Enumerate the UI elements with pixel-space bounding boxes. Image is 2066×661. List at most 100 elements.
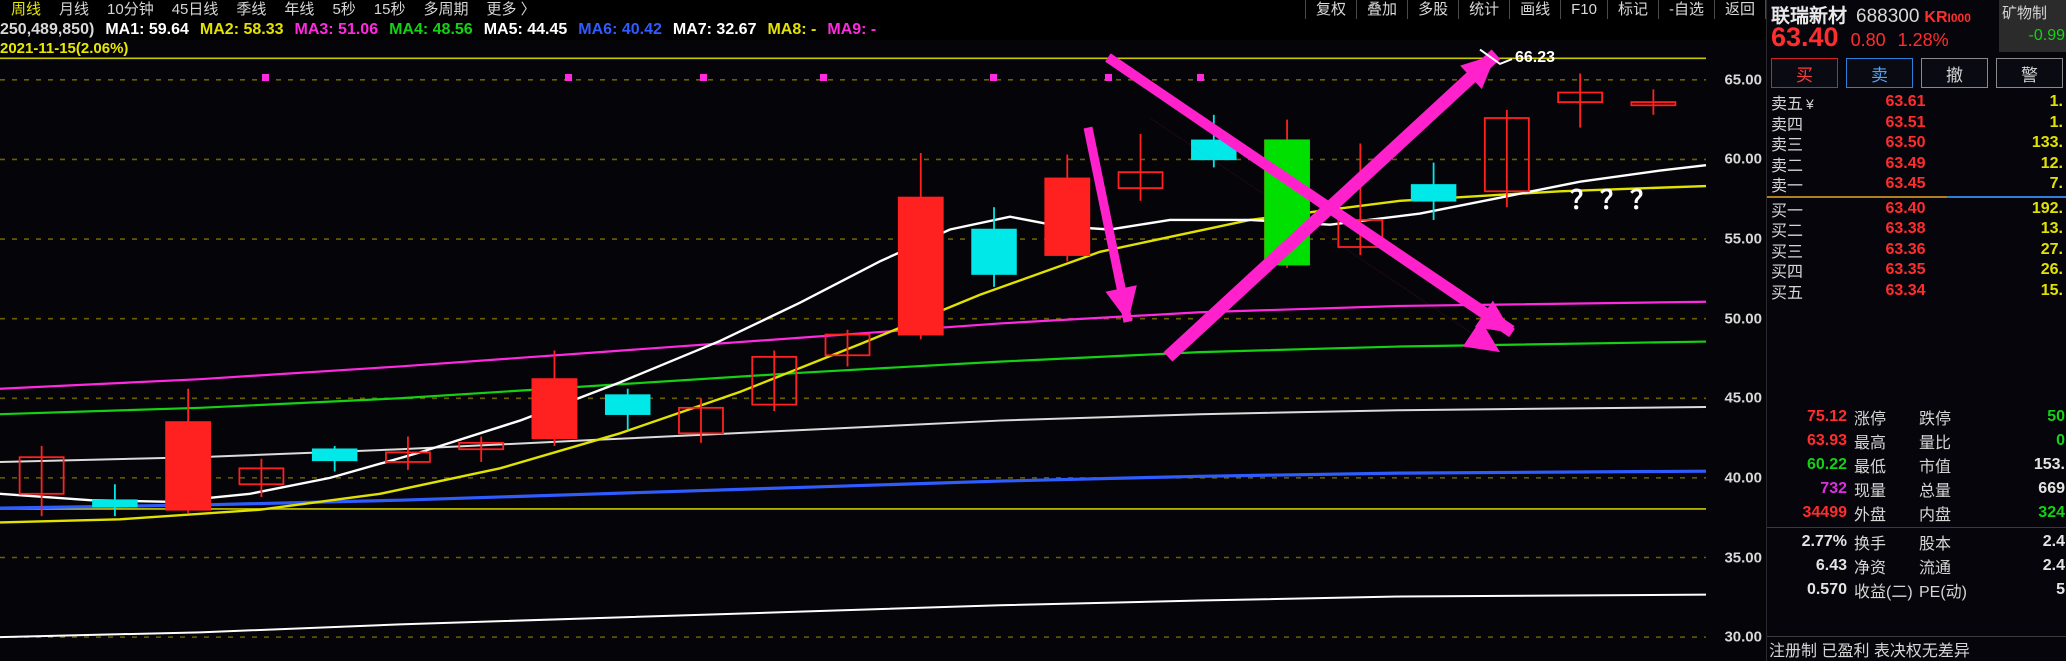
ask-row-5[interactable]: 卖五 ¥ 63.61 1. [1767,92,2066,113]
tool-item-8[interactable]: 返回 [1713,0,1766,19]
stat-row-3: 732 现量 总量 669 [1767,477,2066,501]
period-item-5[interactable]: 年线 [284,1,315,18]
order-book: 卖五 ¥ 63.61 1. 卖四 63.51 1. 卖三 63.50 133. 卖二 6… [1767,92,2066,302]
stat-value-left: 2.77% [1801,533,1847,550]
tool-item-2[interactable]: 多股 [1407,0,1458,19]
stat-value-right: 669 [2038,480,2065,497]
stat-label-left: 最低 [1854,459,1887,476]
period-item-2[interactable]: 10分钟 [107,1,154,18]
bid-price: 63.40 [1885,199,1926,217]
price-chart[interactable]: 65.00 60.00 55.00 50.00 45.00 40.00 35.00 30.00… [0,40,1766,661]
stat-label-right: 市值 [1919,459,1952,476]
tool-item-4[interactable]: 画线 [1509,0,1560,19]
stat-label-right: 跌停 [1919,411,1952,428]
stat-label-left: 净资 [1854,560,1887,577]
period-item-6[interactable]: 5秒 [332,1,356,18]
ask-row-3[interactable]: 卖三 63.50 133. [1767,133,2066,154]
stat-value-right: 50 [2047,408,2065,425]
stat-value-right: 2.4 [2042,533,2065,550]
stat-row-0: 75.12 涨停 跌停 50 [1767,405,2066,429]
bid-price: 63.35 [1885,261,1926,279]
period-item-7[interactable]: 15秒 [373,1,406,18]
period-item-0[interactable]: 周线 [11,1,42,18]
ask-row-1[interactable]: 卖一 63.45 7. [1767,174,2066,195]
stat-label-right: 总量 [1919,483,1952,500]
bid-row-1[interactable]: 买一 63.40 192. [1767,199,2066,220]
period-item-1[interactable]: 月线 [59,1,90,18]
stat-label-left: 涨停 [1854,411,1887,428]
sector-name: 矿物制 [2002,5,2048,22]
price-tick-1: 60.00 [1724,150,1762,168]
period-item-8[interactable]: 多周期 [423,1,469,18]
ask-row-4[interactable]: 卖四 63.51 1. [1767,113,2066,134]
period-item-9[interactable]: 更多 〉 [486,1,536,18]
stat-value-left: 63.93 [1806,432,1847,449]
chart-canvas [0,48,1707,639]
quote-statistics: 75.12 涨停 跌停 50 63.93 最高 量比 0 60.22 最低 市值 153.… [1767,405,2066,602]
stat-label-left: 最高 [1854,435,1887,452]
price-tick-2: 55.00 [1724,230,1762,248]
bid-label: 买一 [1771,202,1804,220]
buy-button[interactable]: 买 [1771,58,1838,88]
stats-divider [1767,527,2066,528]
tool-item-3[interactable]: 统计 [1458,0,1509,19]
tool-item-7[interactable]: -自选 [1657,0,1714,19]
sell-button[interactable]: 卖 [1846,58,1913,88]
bid-qty: 192. [2031,199,2063,217]
tool-item-0[interactable]: 复权 [1305,0,1356,19]
ma-value-8: MA8: - [767,20,817,38]
ma-value-5: MA5: 44.45 [483,20,568,38]
stat-value-right: 153. [2033,456,2065,473]
ask-label: 卖三 [1771,137,1804,155]
period-item-3[interactable]: 45日线 [171,1,219,18]
ma-value-6: MA6: 40.42 [578,20,662,38]
stat-value-left: 75.12 [1806,408,1847,425]
ma-value-9: MA9: - [827,20,877,38]
bid-qty: 26. [2040,261,2063,279]
yen-icon: ¥ [1806,96,1814,113]
tools-menu: 复权 叠加 多股 统计 画线 F10 标记 -自选 返回 [1305,0,1766,19]
bid-row-2[interactable]: 买二 63.38 13. [1767,219,2066,240]
market-badge-text: KR [1924,9,1948,26]
tool-item-5[interactable]: F10 [1560,0,1607,19]
price-tick-6: 35.00 [1724,549,1762,566]
price-tick-3: 50.00 [1724,310,1762,328]
ma-value-2: MA2: 58.33 [199,20,284,38]
price-tick-4: 45.00 [1724,389,1762,407]
ask-price: 63.51 [1885,113,1926,131]
stat-value-right: 0 [2056,432,2065,449]
ask-qty: 133. [2031,134,2063,152]
stat-row-6: 6.43 净资 流通 2.4 [1767,554,2066,578]
bid-qty: 15. [2040,281,2063,299]
bid-row-5[interactable]: 买五 63.34 15. [1767,281,2066,302]
tool-item-1[interactable]: 叠加 [1356,0,1407,19]
price-tick-7: 30.00 [1724,628,1762,646]
stat-value-left: 34499 [1802,504,1848,521]
stat-row-1: 63.93 最高 量比 0 [1767,429,2066,453]
market-badge-sub: I000 [1947,11,1971,25]
ask-qty: 1. [2049,113,2063,131]
bid-row-3[interactable]: 买三 63.36 27. [1767,240,2066,261]
ask-label: 卖一 [1771,178,1804,196]
stock-name: 联瑞新材 [1771,6,1848,27]
crosshair-date-label: 2021-11-15(2.06%) [0,40,129,57]
stat-value-left: 0.570 [1806,581,1847,598]
action-3-button[interactable]: 警 [1996,58,2063,88]
ask-row-2[interactable]: 卖二 63.49 12. [1767,154,2066,175]
ask-label: 卖四 [1771,116,1804,134]
bid-qty: 27. [2040,240,2063,258]
tool-item-6[interactable]: 标记 [1606,0,1658,19]
bid-row-4[interactable]: 买四 63.35 26. [1767,260,2066,281]
ask-qty: 1. [2049,93,2063,111]
stat-label-right: 流通 [1919,560,1952,577]
bid-qty: 13. [2040,220,2063,238]
action-2-button[interactable]: 撤 [1921,58,1988,88]
period-item-4[interactable]: 季线 [236,1,267,18]
price-change: 0.80 [1850,30,1886,50]
sector-badge[interactable]: 矿物制 -0.99 [1999,0,2066,52]
ask-qty: 12. [2040,154,2063,172]
stat-value-left: 6.43 [1815,557,1847,574]
ask-price: 63.45 [1885,175,1926,193]
bid-label: 买三 [1771,243,1804,261]
